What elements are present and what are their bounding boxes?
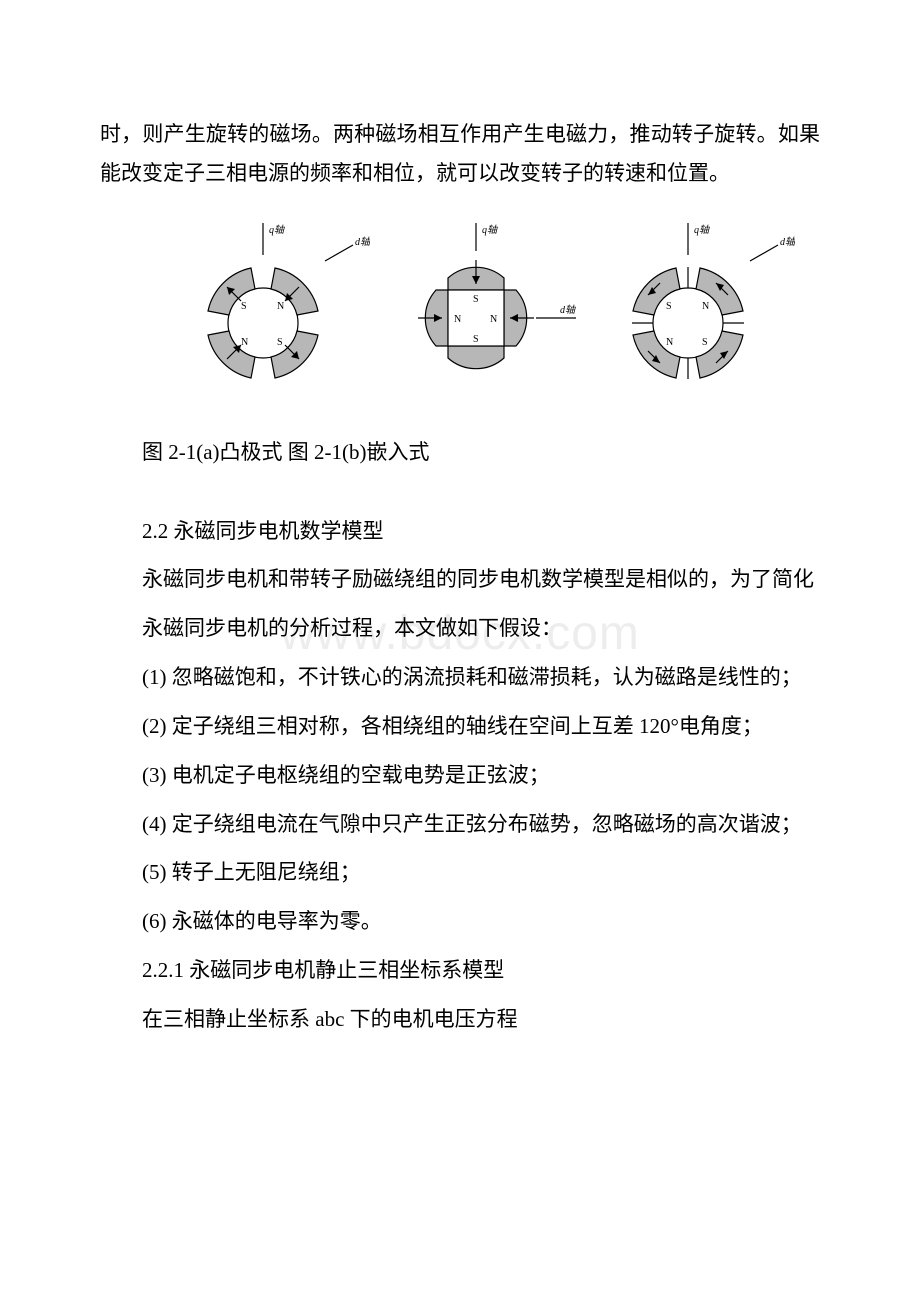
d-axis-label-b: d轴 xyxy=(560,304,576,316)
pole-n-c2: N xyxy=(666,337,673,348)
section-2-2-1: 2.2.1 永磁同步电机静止三相坐标系模型 xyxy=(100,951,820,990)
pole-s-label: S xyxy=(277,337,283,348)
pole-n-label-2: N xyxy=(241,337,248,348)
section-2-2: 2.2 永磁同步电机数学模型 xyxy=(100,512,820,551)
q-axis-label: q轴 xyxy=(269,224,285,236)
paragraph-3: 在三相静止坐标系 abc 下的电机电压方程 xyxy=(100,1000,820,1039)
list-item-2: (2) 定子绕组三相对称，各相绕组的轴线在空间上互差 120°电角度； xyxy=(100,707,820,746)
figure-caption: 图 2-1(a)凸极式 图 2-1(b)嵌入式 xyxy=(100,433,820,472)
list-item-1: (1) 忽略磁饱和，不计铁心的涡流损耗和磁滞损耗，认为磁路是线性的； xyxy=(100,658,820,697)
d-axis-label: d轴 xyxy=(355,236,370,248)
pole-s-c1: S xyxy=(702,337,708,348)
intro-paragraph: 时，则产生旋转的磁场。两种磁场相互作用产生电磁力，推动转子旋转。如果能改变定子三… xyxy=(100,115,820,193)
figures-row: q轴 d轴 xyxy=(100,223,820,403)
pole-n-right: N xyxy=(490,314,497,325)
d-axis-label-c: d轴 xyxy=(780,236,795,248)
list-item-3: (3) 电机定子电枢绕组的空载电势是正弦波； xyxy=(100,756,820,795)
list-item-5: (5) 转子上无阻尼绕组； xyxy=(100,853,820,892)
pole-s-top: S xyxy=(473,294,479,305)
q-axis-label-b: q轴 xyxy=(482,224,498,236)
figure-a-salient-pole: q轴 d轴 xyxy=(165,223,370,403)
pole-s-c2: S xyxy=(666,301,672,312)
list-item-4: (4) 定子绕组电流在气隙中只产生正弦分布磁势，忽略磁场的高次谐波； xyxy=(100,805,820,844)
paragraph-2: 永磁同步电机的分析过程，本文做如下假设： xyxy=(100,609,820,648)
pole-s-label-2: S xyxy=(241,301,247,312)
pole-s-bottom: S xyxy=(473,334,479,345)
q-axis-label-c: q轴 xyxy=(694,224,710,236)
paragraph-1: 永磁同步电机和带转子励磁绕组的同步电机数学模型是相似的，为了简化 xyxy=(100,560,820,599)
list-item-6: (6) 永磁体的电导率为零。 xyxy=(100,902,820,941)
pole-n-c1: N xyxy=(702,301,709,312)
figure-b-embedded: q轴 d轴 S xyxy=(380,223,580,403)
page-content: 时，则产生旋转的磁场。两种磁场相互作用产生电磁力，推动转子旋转。如果能改变定子三… xyxy=(100,115,820,1039)
pole-n-left: N xyxy=(454,314,461,325)
figure-c: q轴 d轴 N S N xyxy=(590,223,795,403)
pole-n-label: N xyxy=(277,301,284,312)
